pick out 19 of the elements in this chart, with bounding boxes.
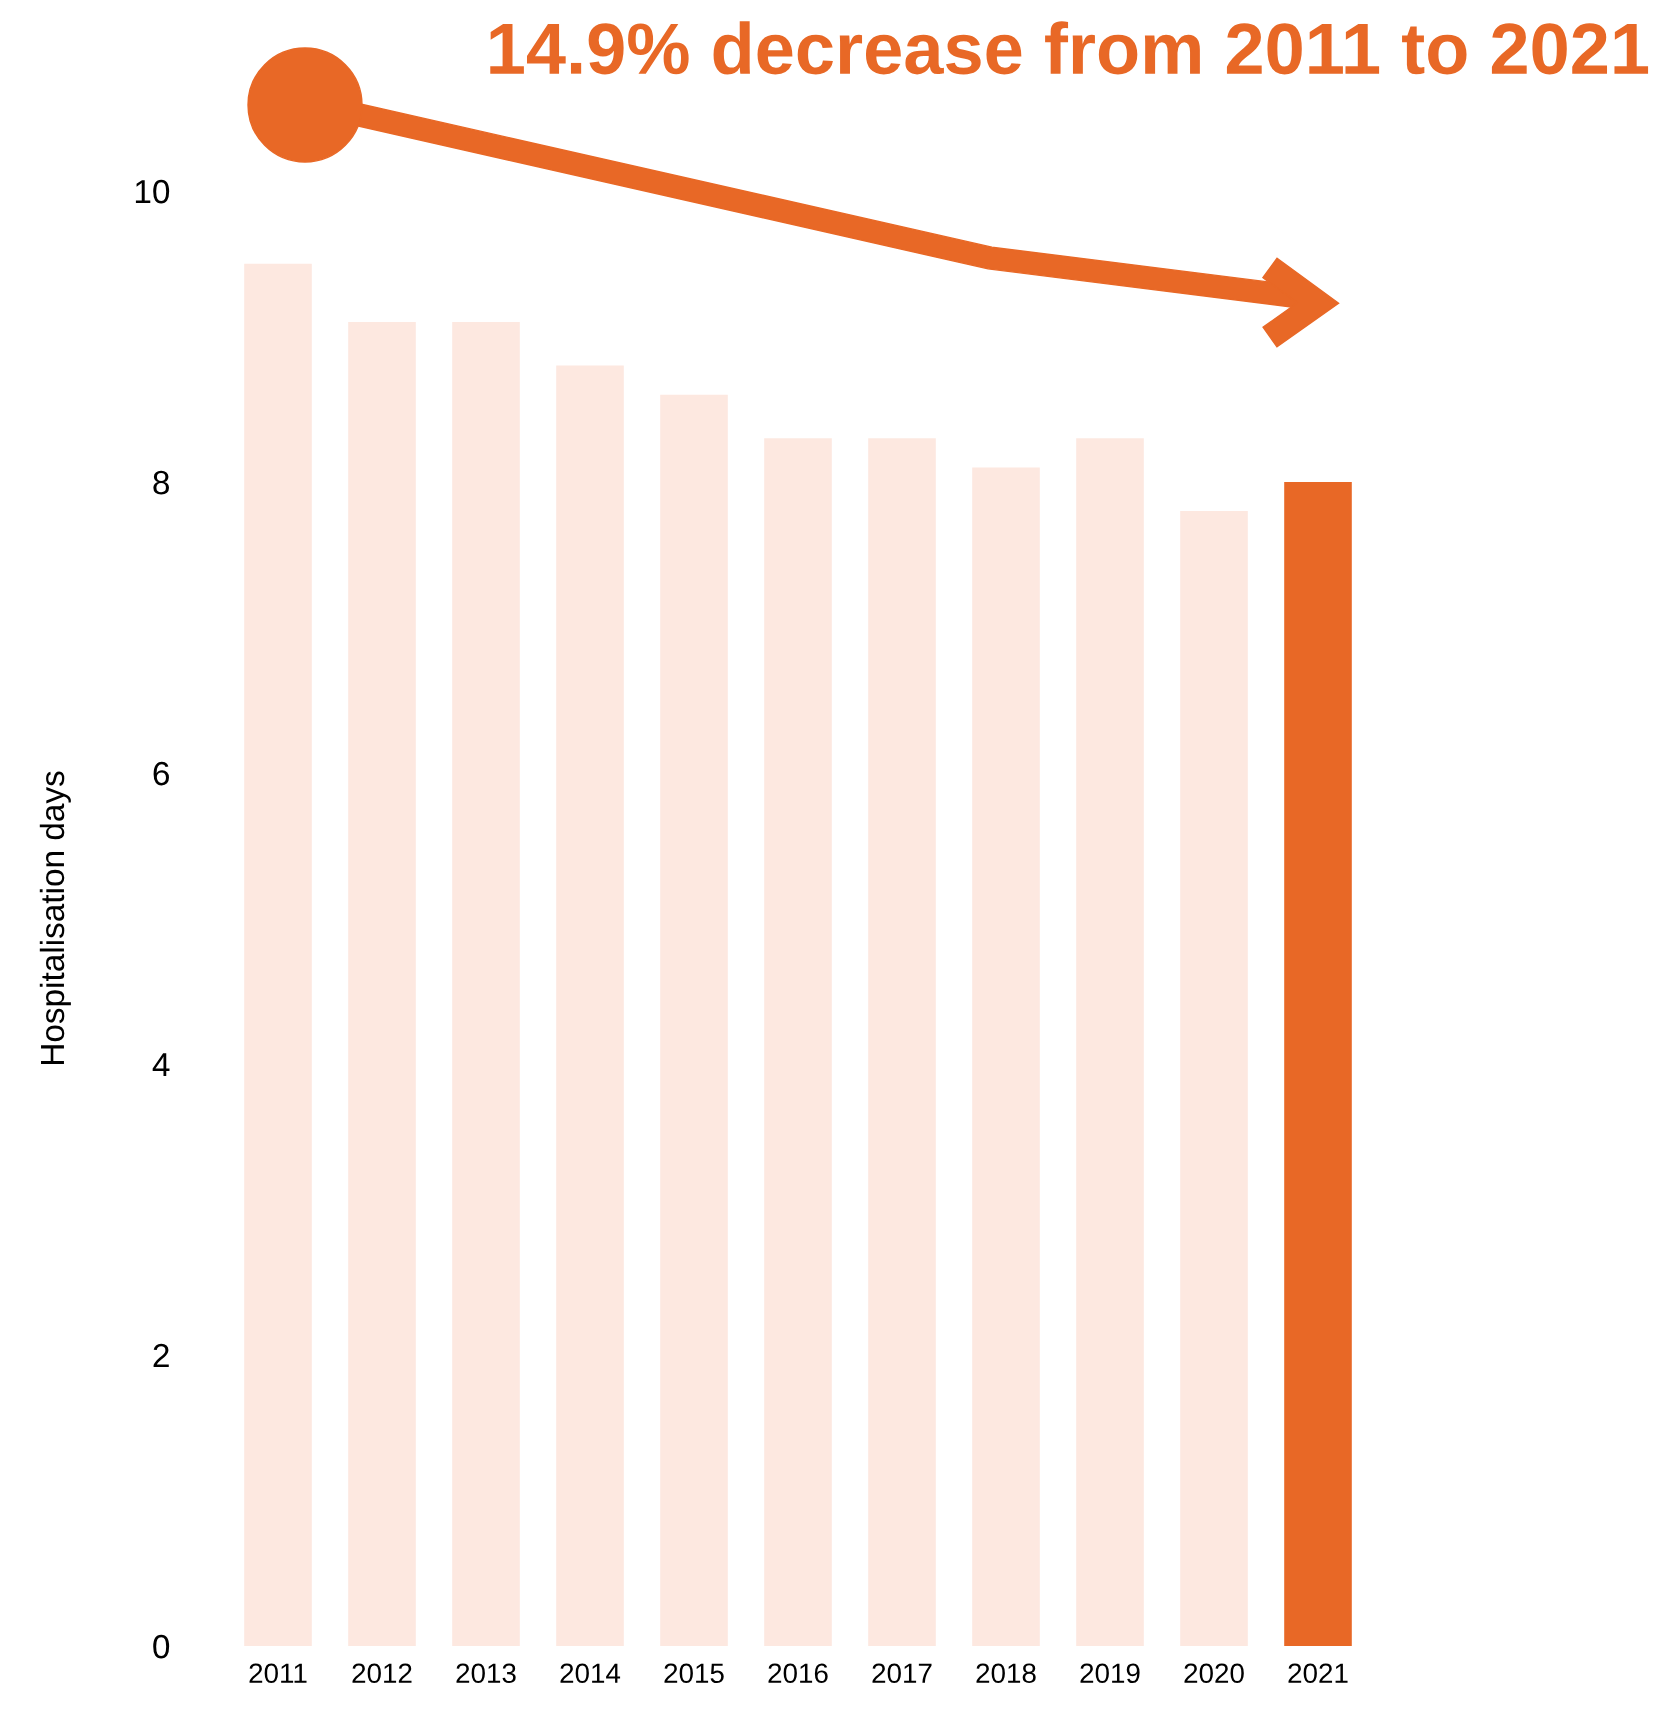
x-tick-label: 2015: [664, 1663, 724, 1684]
y-tick-label: 0: [153, 1634, 170, 1659]
y-tick-label: 2: [153, 1343, 169, 1368]
y-tick-label: 4: [152, 1053, 170, 1077]
x-tick-label: 2017: [872, 1663, 932, 1684]
x-tick-label: 2018: [976, 1663, 1036, 1684]
x-tick-label: 2016: [768, 1663, 828, 1684]
chart-title: 14.9% decrease from 2011 to 2021: [490, 21, 1649, 75]
x-tick-label: 2014: [560, 1663, 621, 1684]
x-tick-label: 2019: [1080, 1663, 1140, 1684]
x-tick-label: 2021: [1288, 1663, 1348, 1684]
x-tick-label: 2020: [1184, 1663, 1244, 1684]
x-tick-label: 2011: [249, 1663, 307, 1684]
y-tick-label: 10: [135, 179, 170, 204]
y-tick-label: 8: [153, 470, 169, 495]
x-tick-label: 2012: [352, 1663, 412, 1684]
y-axis-title: Hospitalisation days: [39, 771, 71, 1064]
y-tick-label: 6: [153, 761, 169, 786]
x-tick-label: 2013: [456, 1663, 516, 1684]
